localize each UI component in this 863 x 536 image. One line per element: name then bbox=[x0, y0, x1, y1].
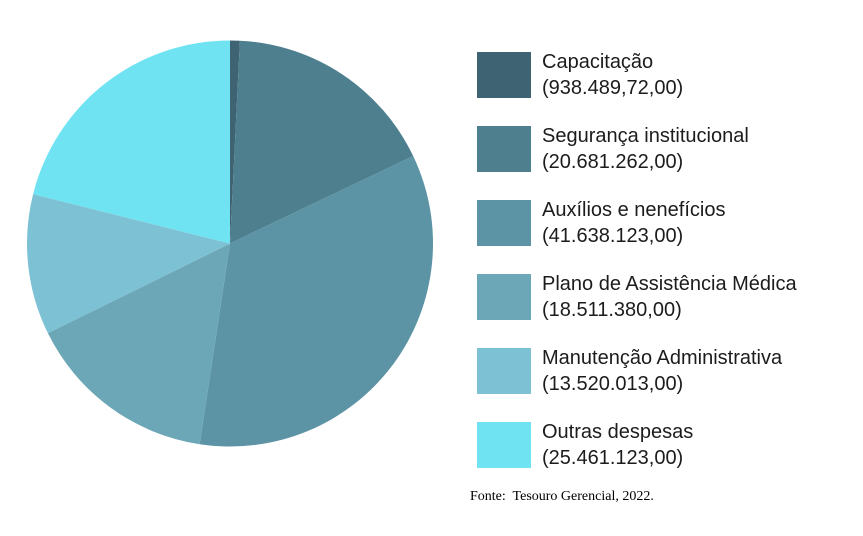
legend-label: Auxílios e nenefícios bbox=[542, 199, 726, 221]
legend-item: Outras despesas (25.461.123,00) bbox=[477, 419, 863, 471]
legend-label: Manutenção Administrativa bbox=[542, 347, 783, 369]
legend-item: Segurança institucional (20.681.262,00) bbox=[477, 123, 863, 175]
legend-item: Manutenção Administrativa (13.520.013,00) bbox=[477, 345, 863, 397]
legend-text: Outras despesas (25.461.123,00) bbox=[542, 419, 693, 471]
legend-item: Auxílios e nenefícios (41.638.123,00) bbox=[477, 197, 863, 249]
legend-text: Plano de Assistência Médica (18.511.380,0… bbox=[542, 271, 797, 323]
pie-slice-4 bbox=[47, 243, 230, 445]
legend-value: (41.638.123,00) bbox=[542, 225, 684, 247]
legend-text: Auxílios e nenefícios (41.638.123,00) bbox=[542, 197, 725, 249]
pie-slice-1 bbox=[230, 40, 240, 244]
legend-swatch bbox=[477, 348, 531, 394]
legend-text: Segurança institucional (20.681.262,00) bbox=[542, 123, 749, 175]
legend-label: Plano de Assistência Médica bbox=[542, 273, 797, 295]
pie-chart bbox=[27, 40, 433, 447]
legend-text: Manutenção Administrativa (13.520.013,00) bbox=[542, 345, 782, 397]
legend-value: (938.489,72,00) bbox=[542, 77, 684, 99]
legend-value: (25.461.123,00) bbox=[542, 447, 684, 469]
pie-slice-3 bbox=[199, 155, 433, 447]
legend-text: Capacitação (938.489,72,00) bbox=[542, 49, 683, 101]
legend-value: (13.520.013,00) bbox=[542, 373, 684, 395]
source-note: Fonte: Tesouro Gerencial, 2022. bbox=[470, 489, 654, 504]
legend-label: Outras despesas bbox=[542, 421, 694, 443]
pie-slice-5 bbox=[27, 194, 231, 334]
legend-swatch bbox=[477, 52, 531, 98]
legend-value: (20.681.262,00) bbox=[542, 151, 684, 173]
legend-swatch bbox=[477, 274, 531, 320]
legend-label: Segurança institucional bbox=[542, 125, 749, 147]
legend-item: Plano de Assistência Médica (18.511.380,0… bbox=[477, 271, 863, 323]
legend-swatch bbox=[477, 200, 531, 246]
legend-swatch bbox=[477, 126, 531, 172]
pie-slice-2 bbox=[230, 40, 414, 244]
legend-item: Capacitação (938.489,72,00) bbox=[477, 49, 863, 101]
legend: Capacitação (938.489,72,00) Segurança ins… bbox=[477, 49, 863, 471]
legend-swatch bbox=[477, 422, 531, 468]
legend-label: Capacitação bbox=[542, 51, 654, 73]
pie-slice-6 bbox=[33, 40, 230, 244]
legend-value: (18.511.380,00) bbox=[542, 299, 682, 321]
